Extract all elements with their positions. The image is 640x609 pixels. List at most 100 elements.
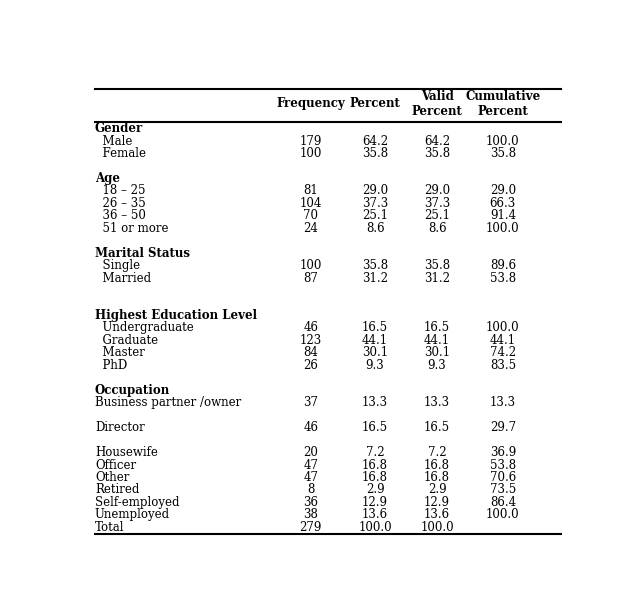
Text: 37.3: 37.3 (362, 197, 388, 210)
Text: Total: Total (95, 521, 124, 534)
Text: Marital Status: Marital Status (95, 247, 190, 259)
Text: 100.0: 100.0 (486, 509, 520, 521)
Text: 12.9: 12.9 (424, 496, 450, 509)
Text: Undergraduate: Undergraduate (95, 322, 194, 334)
Text: 83.5: 83.5 (490, 359, 516, 372)
Text: 100: 100 (300, 259, 322, 272)
Text: 2.9: 2.9 (366, 484, 385, 496)
Text: 8.6: 8.6 (366, 222, 385, 234)
Text: 53.8: 53.8 (490, 459, 516, 471)
Text: 12.9: 12.9 (362, 496, 388, 509)
Text: 16.8: 16.8 (424, 471, 450, 484)
Text: 2.9: 2.9 (428, 484, 447, 496)
Text: 44.1: 44.1 (362, 334, 388, 347)
Text: 7.2: 7.2 (366, 446, 385, 459)
Text: 8.6: 8.6 (428, 222, 447, 234)
Text: 86.4: 86.4 (490, 496, 516, 509)
Text: 16.8: 16.8 (424, 459, 450, 471)
Text: 13.6: 13.6 (424, 509, 450, 521)
Text: 9.3: 9.3 (365, 359, 385, 372)
Text: Valid
Percent: Valid Percent (412, 90, 463, 118)
Text: 25.1: 25.1 (362, 209, 388, 222)
Text: 35.8: 35.8 (362, 147, 388, 160)
Text: 84: 84 (303, 347, 318, 359)
Text: 73.5: 73.5 (490, 484, 516, 496)
Text: Age: Age (95, 172, 120, 185)
Text: 8: 8 (307, 484, 314, 496)
Text: Gender: Gender (95, 122, 143, 135)
Text: Housewife: Housewife (95, 446, 157, 459)
Text: 91.4: 91.4 (490, 209, 516, 222)
Text: Unemployed: Unemployed (95, 509, 170, 521)
Text: 7.2: 7.2 (428, 446, 447, 459)
Text: 64.2: 64.2 (362, 135, 388, 147)
Text: 46: 46 (303, 421, 318, 434)
Text: 44.1: 44.1 (424, 334, 450, 347)
Text: 46: 46 (303, 322, 318, 334)
Text: 104: 104 (300, 197, 322, 210)
Text: Retired: Retired (95, 484, 140, 496)
Text: 13.3: 13.3 (362, 396, 388, 409)
Text: 31.2: 31.2 (424, 272, 450, 284)
Text: 64.2: 64.2 (424, 135, 450, 147)
Text: 37: 37 (303, 396, 318, 409)
Text: Occupation: Occupation (95, 384, 170, 396)
Text: Officer: Officer (95, 459, 136, 471)
Text: 29.7: 29.7 (490, 421, 516, 434)
Text: 13.3: 13.3 (424, 396, 450, 409)
Text: Single: Single (95, 259, 140, 272)
Text: 35.8: 35.8 (424, 259, 450, 272)
Text: 74.2: 74.2 (490, 347, 516, 359)
Text: 16.5: 16.5 (424, 322, 450, 334)
Text: 30.1: 30.1 (362, 347, 388, 359)
Text: 29.0: 29.0 (362, 185, 388, 197)
Text: 35.8: 35.8 (362, 259, 388, 272)
Text: Frequency: Frequency (276, 97, 345, 110)
Text: 81: 81 (303, 185, 318, 197)
Text: Married: Married (95, 272, 151, 284)
Text: 100.0: 100.0 (486, 222, 520, 234)
Text: 100.0: 100.0 (420, 521, 454, 534)
Text: 47: 47 (303, 471, 318, 484)
Text: 66.3: 66.3 (490, 197, 516, 210)
Text: Cumulative
Percent: Cumulative Percent (465, 90, 540, 118)
Text: 29.0: 29.0 (490, 185, 516, 197)
Text: 13.6: 13.6 (362, 509, 388, 521)
Text: 35.8: 35.8 (490, 147, 516, 160)
Text: 35.8: 35.8 (424, 147, 450, 160)
Text: 37.3: 37.3 (424, 197, 451, 210)
Text: 16.8: 16.8 (362, 471, 388, 484)
Text: PhD: PhD (95, 359, 127, 372)
Text: 24: 24 (303, 222, 318, 234)
Text: Business partner /owner: Business partner /owner (95, 396, 241, 409)
Text: 20: 20 (303, 446, 318, 459)
Text: 123: 123 (300, 334, 322, 347)
Text: 279: 279 (300, 521, 322, 534)
Text: 31.2: 31.2 (362, 272, 388, 284)
Text: 26 – 35: 26 – 35 (95, 197, 146, 210)
Text: 9.3: 9.3 (428, 359, 447, 372)
Text: 70.6: 70.6 (490, 471, 516, 484)
Text: 87: 87 (303, 272, 318, 284)
Text: Percent: Percent (349, 97, 401, 110)
Text: 13.3: 13.3 (490, 396, 516, 409)
Text: Male: Male (95, 135, 132, 147)
Text: 179: 179 (300, 135, 322, 147)
Text: Self-employed: Self-employed (95, 496, 179, 509)
Text: Female: Female (95, 147, 146, 160)
Text: 36: 36 (303, 496, 318, 509)
Text: 89.6: 89.6 (490, 259, 516, 272)
Text: Other: Other (95, 471, 129, 484)
Text: 100: 100 (300, 147, 322, 160)
Text: 16.5: 16.5 (362, 322, 388, 334)
Text: 100.0: 100.0 (358, 521, 392, 534)
Text: 47: 47 (303, 459, 318, 471)
Text: 44.1: 44.1 (490, 334, 516, 347)
Text: 36 – 50: 36 – 50 (95, 209, 146, 222)
Text: 51 or more: 51 or more (95, 222, 168, 234)
Text: 38: 38 (303, 509, 318, 521)
Text: 70: 70 (303, 209, 318, 222)
Text: 100.0: 100.0 (486, 135, 520, 147)
Text: 25.1: 25.1 (424, 209, 450, 222)
Text: Graduate: Graduate (95, 334, 158, 347)
